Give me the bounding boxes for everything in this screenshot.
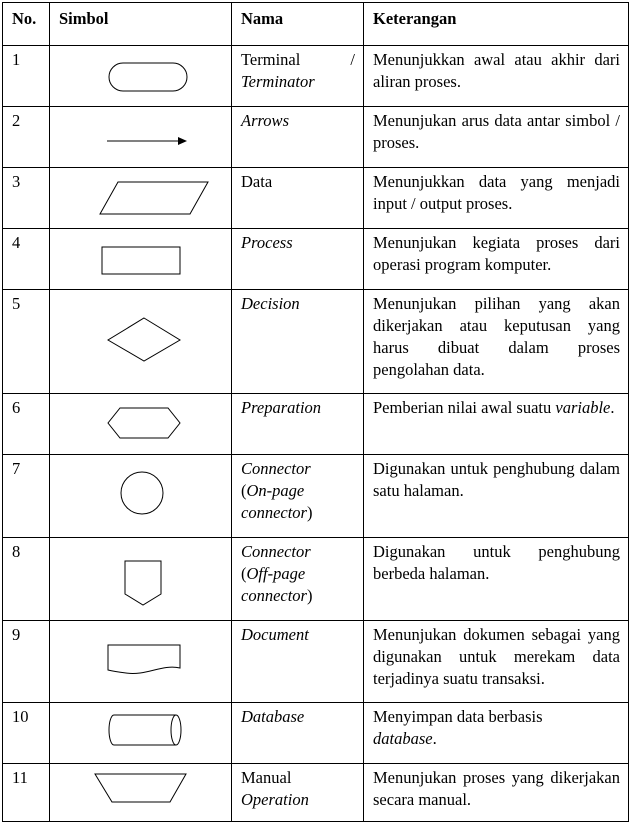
table-row: 10 Database Menyimpan data berbasis data… bbox=[2, 702, 629, 764]
table-row: 11 Manual Operation Menunjukan proses ya… bbox=[2, 763, 629, 822]
document-symbol-icon bbox=[107, 644, 181, 674]
header-keterangan: Keterangan bbox=[363, 2, 629, 46]
symbol-description: Menunjukan kegiata proses dari operasi p… bbox=[363, 228, 629, 290]
table-row: 2 Arrows Menunjukan arus data antar simb… bbox=[2, 106, 629, 168]
table-row: 9 Document Menunjukan dokumen sebagai ya… bbox=[2, 620, 629, 703]
symbol-name: Document bbox=[231, 620, 364, 703]
symbol-description: Menunjukan pilihan yang akan dikerjakan … bbox=[363, 289, 629, 394]
symbol-cell bbox=[49, 106, 232, 168]
table-header-row: No. Simbol Nama Keterangan bbox=[2, 2, 629, 46]
row-number: 6 bbox=[2, 393, 50, 455]
symbol-cell bbox=[49, 702, 232, 764]
row-number: 9 bbox=[2, 620, 50, 703]
header-nama: Nama bbox=[231, 2, 364, 46]
description-period: . bbox=[610, 398, 615, 417]
row-number: 11 bbox=[2, 763, 50, 822]
terminator-symbol-icon bbox=[108, 62, 188, 92]
row-number: 3 bbox=[2, 167, 50, 229]
symbol-name-part: ) bbox=[306, 586, 313, 605]
row-number: 1 bbox=[2, 45, 50, 107]
row-number: 4 bbox=[2, 228, 50, 290]
symbol-name-part: ( bbox=[241, 481, 247, 500]
off-page-connector-pentagon-icon bbox=[124, 560, 162, 606]
symbol-description: Menunjukan arus data antar simbol / pros… bbox=[363, 106, 629, 168]
symbol-name-part: Off-page bbox=[246, 564, 306, 583]
symbol-name-part: Connector bbox=[241, 542, 311, 561]
table-row: 1 Terminal / Terminator Menunjukkan awal … bbox=[2, 45, 629, 107]
symbol-name-part: connector bbox=[241, 503, 307, 522]
symbol-cell bbox=[49, 45, 232, 107]
process-rectangle-icon bbox=[101, 246, 181, 275]
row-number: 2 bbox=[2, 106, 50, 168]
symbol-cell bbox=[49, 228, 232, 290]
description-term: variable bbox=[555, 398, 611, 417]
symbol-name-part: Connector bbox=[241, 459, 311, 478]
symbol-name: Arrows bbox=[231, 106, 364, 168]
symbol-cell bbox=[49, 167, 232, 229]
symbol-cell bbox=[49, 454, 232, 538]
symbol-description: Menunjukan proses yang dikerjakan secara… bbox=[363, 763, 629, 822]
arrow-symbol-icon bbox=[107, 137, 187, 145]
table-row: 3 Data Menunjukkan data yang menjadi inp… bbox=[2, 167, 629, 229]
symbol-name: Manual Operation bbox=[231, 763, 364, 822]
row-number: 7 bbox=[2, 454, 50, 538]
symbol-description: Digunakan untuk penghubung dalam satu ha… bbox=[363, 454, 629, 538]
symbol-cell bbox=[49, 393, 232, 455]
table-row: 8 Connector (Off-page connector) Digunak… bbox=[2, 537, 629, 621]
symbol-name: Terminal / Terminator bbox=[231, 45, 364, 107]
symbol-cell bbox=[49, 537, 232, 621]
table-row: 7 Connector (On-page connector) Digunaka… bbox=[2, 454, 629, 538]
symbol-name: Process bbox=[231, 228, 364, 290]
symbol-name-part: Manual bbox=[241, 768, 292, 787]
symbol-name-part: Terminal bbox=[241, 50, 301, 69]
symbol-name-part: connector bbox=[241, 586, 307, 605]
description-text: Menyimpan data berbasis bbox=[373, 707, 543, 726]
symbol-description: Menunjukkan data yang menjadi input / ou… bbox=[363, 167, 629, 229]
symbol-name: Preparation bbox=[231, 393, 364, 455]
manual-operation-trapezoid-icon bbox=[94, 773, 187, 803]
on-page-connector-circle-icon bbox=[120, 471, 164, 515]
symbol-name: Database bbox=[231, 702, 364, 764]
symbol-description: Pemberian nilai awal suatu variable. bbox=[363, 393, 629, 455]
symbol-description: Menunjukkan awal atau akhir dari aliran … bbox=[363, 45, 629, 107]
description-term: database bbox=[373, 729, 433, 748]
symbol-cell bbox=[49, 620, 232, 703]
table-row: 5 Decision Menunjukan pilihan yang akan … bbox=[2, 289, 629, 394]
row-number: 8 bbox=[2, 537, 50, 621]
table-row: 6 Preparation Pemberian nilai awal suatu… bbox=[2, 393, 629, 455]
decision-diamond-icon bbox=[107, 317, 181, 362]
symbol-name: Decision bbox=[231, 289, 364, 394]
symbol-name-part: Terminator bbox=[241, 72, 315, 91]
header-no: No. bbox=[2, 2, 50, 46]
symbol-name: Data bbox=[231, 167, 364, 229]
symbol-name-part: On-page bbox=[246, 481, 305, 500]
description-text: Pemberian nilai awal suatu bbox=[373, 398, 552, 417]
symbol-name-part: ( bbox=[241, 564, 247, 583]
symbol-name: Connector (Off-page connector) bbox=[231, 537, 364, 621]
symbol-description: Menyimpan data berbasis database. bbox=[363, 702, 629, 764]
symbol-description: Digunakan untuk penghubung berbeda halam… bbox=[363, 537, 629, 621]
symbol-cell bbox=[49, 763, 232, 822]
header-simbol: Simbol bbox=[49, 2, 232, 46]
symbol-name-part: ) bbox=[306, 503, 313, 522]
symbol-name: Connector (On-page connector) bbox=[231, 454, 364, 538]
symbol-name-separator: / bbox=[350, 50, 355, 69]
description-period: . bbox=[432, 729, 437, 748]
row-number: 10 bbox=[2, 702, 50, 764]
database-cylinder-icon bbox=[108, 714, 182, 746]
symbol-name-part: Operation bbox=[241, 790, 309, 809]
table-row: 4 Process Menunjukan kegiata proses dari… bbox=[2, 228, 629, 290]
symbol-cell bbox=[49, 289, 232, 394]
symbol-description: Menunjukan dokumen sebagai yang digunaka… bbox=[363, 620, 629, 703]
data-parallelogram-icon bbox=[99, 181, 209, 215]
row-number: 5 bbox=[2, 289, 50, 394]
preparation-hexagon-icon bbox=[107, 407, 181, 439]
